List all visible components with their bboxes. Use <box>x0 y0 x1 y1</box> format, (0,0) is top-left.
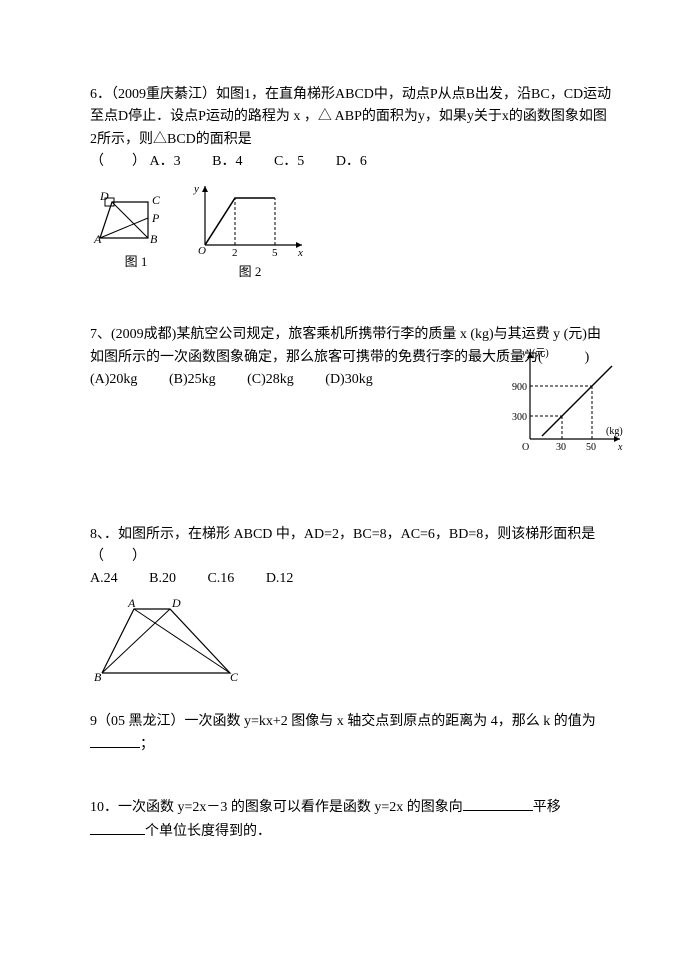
q6-opt-c: C．5 <box>274 154 304 169</box>
q10-text3: 个单位长度得到的． <box>145 824 271 839</box>
q6-figures: A B C D P 图 1 <box>90 180 612 283</box>
q10-blank1 <box>463 796 533 811</box>
q7-y900: 900 <box>512 382 527 393</box>
q6-text: 6．（2009重庆綦江）如图1，在直角梯形ABCD中，动点P从点B出发，沿BC，… <box>90 87 611 147</box>
q7-x30: 30 <box>556 442 566 453</box>
q10-text1: 10．一次函数 y=2x－3 的图象可以看作是函数 y=2x 的图象向 <box>90 800 463 815</box>
q6-fig2: O 2 5 x y 图 2 <box>190 180 310 283</box>
q7-opt-d: (D)30kg <box>325 372 372 387</box>
q8-label-D: D <box>171 596 181 610</box>
q7-xlabel: x <box>617 442 623 453</box>
q9-text-post: ； <box>140 737 154 752</box>
q10-text2: 平移 <box>533 800 561 815</box>
question-6: 6．（2009重庆綦江）如图1，在直角梯形ABCD中，动点P从点B出发，沿BC，… <box>90 84 612 282</box>
q6-fig1: A B C D P 图 1 <box>90 180 182 273</box>
q10-blank2 <box>90 820 145 835</box>
question-10: 10．一次函数 y=2x－3 的图象可以看作是函数 y=2x 的图象向 平移 个单… <box>90 796 612 843</box>
q6-opt-a: A．3 <box>150 154 181 169</box>
q6-opt-d: D．6 <box>336 154 367 169</box>
q7-origin: O <box>522 442 529 453</box>
q7-opt-a: (A)20kg <box>90 372 137 387</box>
q8-figure: A B C D <box>90 595 612 685</box>
q9-text-pre: 9（05 黑龙江）一次函数 y=kx+2 图像与 x 轴交点到原点的距离为 4，… <box>90 714 596 729</box>
q6-label-A: A <box>93 232 102 246</box>
question-8: 8、．如图所示，在梯形 ABCD 中，AD=2，BC=8，AC=6，BD=8，则… <box>90 524 612 685</box>
q8-options: A.24 B.20 C.16 D.12 <box>90 571 321 586</box>
q6-fig2-x2: 2 <box>232 247 238 259</box>
q7-ylabel: y <box>521 348 527 359</box>
q8-opt-b: B.20 <box>149 571 176 586</box>
q8-text: 8、．如图所示，在梯形 ABCD 中，AD=2，BC=8，AC=6，BD=8，则… <box>90 527 595 564</box>
q7-opt-b: (B)25kg <box>169 372 216 387</box>
q7-options: (A)20kg (B)25kg (C)28kg (D)30kg <box>90 372 401 387</box>
q6-opt-b: B．4 <box>212 154 242 169</box>
q6-fig2-ylabel: y <box>193 183 199 195</box>
q7-x50: 50 <box>586 442 596 453</box>
q8-opt-d: D.12 <box>266 571 294 586</box>
q6-fig2-caption: 图 2 <box>190 262 310 283</box>
q6-label-P: P <box>151 211 160 225</box>
q6-fig2-xlabel: x <box>297 247 303 259</box>
q6-fig1-caption: 图 1 <box>90 252 182 273</box>
q6-label-C: C <box>152 193 161 207</box>
q8-opt-a: A.24 <box>90 571 118 586</box>
question-9: 9（05 黑龙江）一次函数 y=kx+2 图像与 x 轴交点到原点的距离为 4，… <box>90 711 612 757</box>
q7-graph: 300 900 30 50 O y (元) (kg) x <box>512 344 632 462</box>
q6-optline: （ ） <box>90 154 146 169</box>
q7-yunit: (元) <box>532 348 549 359</box>
q8-label-B: B <box>94 670 102 684</box>
q8-label-A: A <box>127 596 136 610</box>
q6-fig2-x5: 5 <box>272 247 278 259</box>
q7-xunit: (kg) <box>606 426 623 437</box>
question-7: 7、(2009成都)某航空公司规定，旅客乘机所携带行李的质量 x (kg)与其运… <box>90 324 612 391</box>
q7-y300: 300 <box>512 412 527 423</box>
q9-blank <box>90 733 140 748</box>
q6-fig2-origin: O <box>198 245 206 257</box>
q6-label-D: D <box>99 189 109 203</box>
q8-opt-c: C.16 <box>207 571 234 586</box>
q6-label-B: B <box>150 232 158 246</box>
q7-opt-c: (C)28kg <box>247 372 294 387</box>
q6-options: A．3 B．4 C．5 D．6 <box>150 154 395 169</box>
q8-label-C: C <box>230 670 239 684</box>
